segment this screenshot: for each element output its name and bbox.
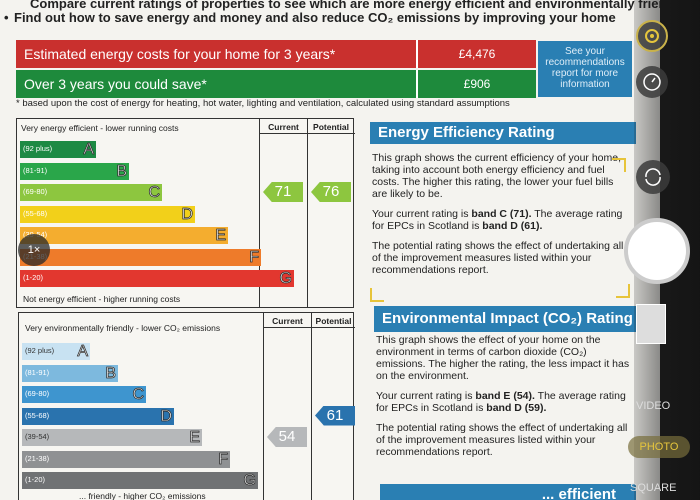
env-band-b: (81-91) B [22, 364, 118, 382]
env-band-a: (92 plus) A [22, 343, 90, 360]
env-current-arrow: 54 [267, 427, 307, 447]
env-panel-p2: Your current rating is band E (54). The … [376, 390, 626, 414]
energy-band-d: (55-68) D [20, 205, 195, 223]
energy-band-letter: C [148, 184, 160, 202]
energy-current-band: band C (71). [471, 208, 532, 220]
env-col-current: Current [272, 316, 303, 326]
energy-band-g: (1-20) G [20, 270, 294, 287]
energy-panel-p2: Your current rating is band C (71). The … [372, 208, 623, 232]
env-top-label: Very environmentally friendly - lower CO… [25, 323, 221, 333]
estimated-cost-value: £4,476 [416, 40, 536, 68]
env-average-band: band D (59). [486, 402, 547, 414]
env-band-letter: B [105, 364, 116, 382]
savings-value: £906 [416, 70, 536, 98]
energy-band-range: (1-20) [23, 273, 44, 282]
next-section-title: ... efficient [380, 484, 636, 500]
environment-rating-chart: Very environmentally friendly - lower CO… [18, 312, 355, 500]
gallery-thumbnail[interactable] [636, 304, 666, 344]
flash-button[interactable] [636, 20, 668, 52]
energy-band-range: (92 plus) [23, 144, 53, 153]
env-band-range: (1-20) [25, 475, 46, 484]
energy-band-letter: G [279, 270, 292, 288]
energy-band-letter: F [249, 248, 260, 266]
env-band-letter: E [189, 429, 200, 447]
energy-band-letter: D [181, 205, 193, 223]
energy-band-c: (69-80) C [20, 184, 162, 201]
timer-button[interactable] [636, 66, 668, 98]
env-band-d: (55-68) D [22, 407, 174, 425]
energy-band-e: (39-54)E [20, 227, 228, 244]
savings-row: Over 3 years you could save* £906 [16, 70, 536, 98]
env-panel-title: Environmental Impact (CO₂) Rating [374, 306, 636, 332]
env-panel-p1: This graph shows the effect of your home… [376, 334, 630, 382]
energy-potential-arrow: 76 [311, 182, 351, 202]
env-band-range: (55-68) [25, 410, 50, 420]
energy-top-label: Very energy efficient - lower running co… [21, 123, 179, 133]
env-panel-p3: The potential rating shows the effect of… [376, 422, 628, 458]
energy-bottom-label: Not energy efficient - higher running co… [23, 294, 181, 304]
env-band-e: (39-54) E [22, 429, 202, 446]
header-line-2: Find out how to save energy and money an… [14, 10, 616, 25]
energy-band-range: (69-80) [23, 187, 48, 196]
energy-panel-title: Energy Efficiency Rating [370, 122, 636, 144]
energy-panel-p3: The potential rating shows the effect of… [372, 240, 624, 276]
env-band-g: (1-20) G [22, 472, 258, 489]
energy-band-b: (81-91) B [20, 162, 129, 180]
env-col-potential: Potential [315, 316, 352, 326]
switch-camera-button[interactable] [636, 160, 670, 194]
energy-panel-p1: This graph shows the current efficiency … [372, 152, 622, 200]
zoom-button[interactable]: 1× [18, 234, 50, 266]
mode-photo[interactable]: PHOTO [628, 436, 690, 458]
estimated-cost-label: Estimated energy costs for your home for… [16, 40, 416, 68]
document-photo: • Compare current ratings of properties … [0, 0, 660, 500]
env-band-letter: C [132, 386, 144, 404]
estimated-cost-row: Estimated energy costs for your home for… [16, 40, 536, 68]
energy-average-band: band D (61). [482, 220, 543, 232]
energy-band-a: (92 plus) A [20, 141, 96, 158]
energy-rating-chart: Very energy efficient - lower running co… [16, 118, 355, 308]
env-band-letter: G [243, 472, 256, 490]
env-band-range: (69-80) [25, 389, 50, 398]
energy-band-f: (21-38)F [20, 248, 261, 266]
env-band-c: (69-80) C [22, 386, 146, 403]
env-band-range: (21-38) [25, 453, 50, 463]
env-band-range: (92 plus) [25, 346, 55, 355]
env-band-letter: A [77, 343, 88, 361]
flash-icon [645, 29, 659, 43]
env-band-range: (81-91) [25, 367, 50, 377]
energy-band-letter: B [116, 162, 127, 180]
timer-icon [643, 73, 661, 91]
energy-band-range: (55-68) [23, 208, 48, 218]
env-band-range: (39-54) [25, 432, 50, 441]
footnote: * based upon the cost of energy for heat… [16, 98, 510, 109]
env-band-f: (21-38) F [22, 450, 230, 468]
energy-band-range: (81-91) [23, 165, 48, 175]
mode-square[interactable]: SQUARE [630, 482, 677, 494]
rotate-camera-icon [645, 168, 661, 186]
see-recommendations-box: See your recommendations report for more… [538, 41, 632, 97]
env-band-letter: D [160, 407, 172, 425]
header-line-1: Compare current ratings of properties to… [30, 0, 660, 11]
energy-current-arrow: 71 [263, 182, 303, 202]
env-bottom-label: ... friendly - higher CO₂ emissions [79, 491, 206, 500]
energy-col-potential: Potential [313, 122, 349, 132]
energy-col-current: Current [268, 122, 299, 132]
shutter-button[interactable] [624, 218, 690, 284]
energy-band-letter: E [215, 227, 226, 245]
env-current-band: band E (54). [475, 390, 535, 402]
env-potential-arrow: 61 [315, 405, 355, 426]
env-band-letter: F [218, 450, 229, 468]
energy-band-letter: A [83, 141, 94, 159]
savings-label: Over 3 years you could save* [16, 70, 416, 98]
mode-video[interactable]: VIDEO [636, 400, 671, 412]
